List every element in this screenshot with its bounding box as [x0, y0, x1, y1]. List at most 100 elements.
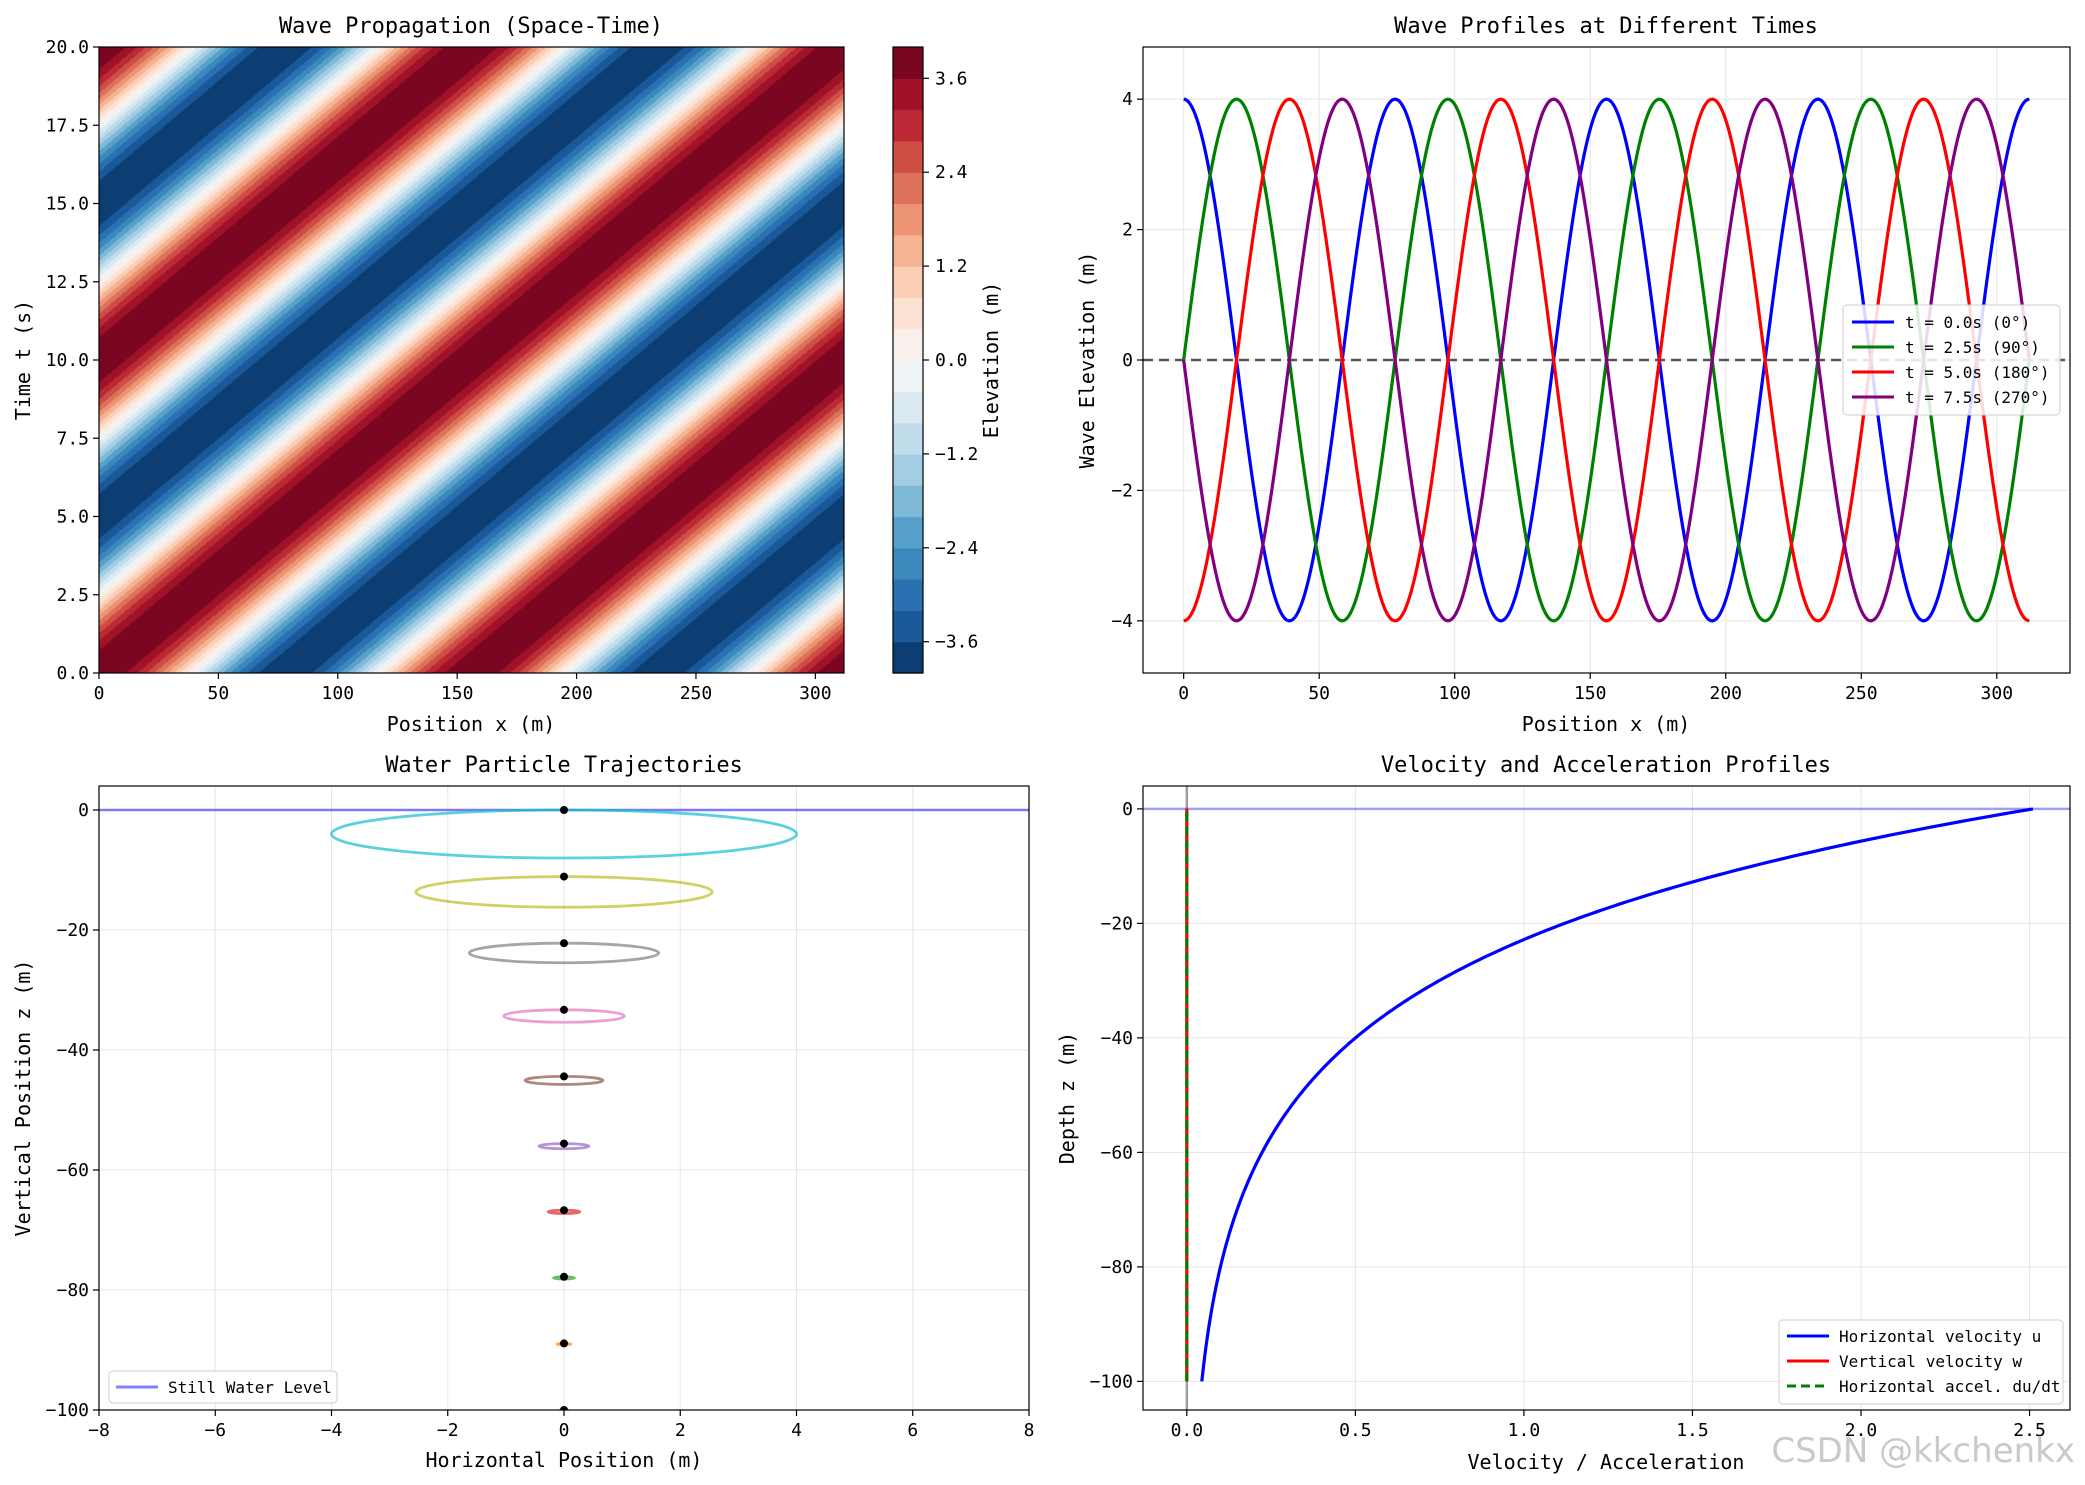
colorbar-segment — [893, 391, 923, 424]
colorbar-tick-label: 3.6 — [935, 68, 968, 89]
colorbar-segment — [893, 641, 923, 674]
colorbar-tick-label: 2.4 — [935, 162, 968, 183]
velocity-legend-box — [1778, 1319, 2064, 1405]
colorbar: −3.6 −2.4 −1.2 0.0 1.2 2.4 3.6 — [892, 46, 978, 674]
colorbar-segment — [893, 328, 923, 361]
wave-series-line — [1183, 97, 2030, 623]
trajectory-y-tick-label: −40 — [56, 1040, 89, 1061]
particle-marker — [560, 1339, 568, 1348]
particle-marker — [560, 872, 568, 881]
wave-x-tick-label: 300 — [1981, 683, 2014, 704]
trajectory-y-tick-label: −60 — [56, 1160, 89, 1181]
wave-y-label: Wave Elevation (m) — [1075, 252, 1099, 469]
trajectory-x-tick-label: −8 — [88, 1420, 110, 1441]
trajectory-y-tick-label: −80 — [56, 1280, 89, 1301]
wave-x-label: Position x (m) — [1522, 712, 1691, 736]
colorbar-segment — [893, 610, 923, 643]
heatmap-x-tick-label: 0 — [94, 683, 105, 704]
trajectory-orbits — [99, 806, 1029, 1410]
colorbar-segment — [893, 547, 923, 580]
velocity-y-label: Depth z (m) — [1055, 1032, 1079, 1164]
trajectory-x-tick-label: −6 — [204, 1420, 226, 1441]
velocity-y-tick-label: 0 — [1122, 799, 1133, 820]
velocity-x-tick-label: 2.0 — [1845, 1420, 1878, 1441]
velocity-x-label: Velocity / Acceleration — [1468, 1450, 1745, 1474]
wave-y-tick-label: 4 — [1122, 89, 1133, 110]
trajectory-y-tick-label: −100 — [46, 1400, 89, 1421]
wave-legend-label: t = 0.0s (0°) — [1905, 313, 2030, 332]
velocity-legend-label: Vertical velocity w — [1839, 1352, 2022, 1371]
trajectory-title: Water Particle Trajectories — [385, 753, 743, 778]
particle-marker — [560, 1272, 568, 1281]
particle-marker — [560, 1072, 568, 1081]
velocity-x-tick-label: 2.5 — [2013, 1420, 2046, 1441]
watermark: CSDN @kkchenkx — [1771, 1431, 2075, 1471]
colorbar-tick-label: 1.2 — [935, 256, 968, 277]
velocity-y-tick-label: −60 — [1100, 1142, 1133, 1163]
trajectory-y-ticks: −100 −80 −60 −40 −20 0 — [46, 800, 99, 1421]
wave-x-tick-label: 50 — [1308, 683, 1330, 704]
wave-series-line — [1182, 97, 2031, 623]
trajectory-x-tick-label: 0 — [559, 1420, 570, 1441]
colorbar-segment — [893, 172, 923, 205]
colorbar-segment — [893, 140, 923, 173]
colorbar-tick-label: −2.4 — [935, 538, 978, 559]
particle-marker — [560, 1406, 568, 1410]
trajectory-x-tick-label: 2 — [675, 1420, 686, 1441]
velocity-grid — [1143, 786, 2070, 1410]
heatmap-x-tick-label: 50 — [208, 683, 230, 704]
particle-marker — [560, 1206, 568, 1215]
heatmap-y-tick-label: 5.0 — [56, 507, 89, 528]
wave-legend-label: t = 5.0s (180°) — [1905, 363, 2050, 382]
heatmap-y-tick-label: 10.0 — [46, 350, 89, 371]
heatmap-image — [99, 47, 844, 673]
colorbar-tick-label: −1.2 — [935, 444, 978, 465]
velocity-legend-label: Horizontal accel. du/dt — [1839, 1377, 2061, 1396]
wave-legend-label: t = 2.5s (90°) — [1905, 338, 2040, 357]
wave-x-tick-label: 200 — [1710, 683, 1743, 704]
trajectory-x-tick-label: 4 — [791, 1420, 802, 1441]
heatmap-y-ticks: 0.0 2.5 5.0 7.5 10.0 12.5 15.0 17.5 20.0 — [46, 37, 99, 684]
heatmap-x-tick-label: 200 — [560, 683, 593, 704]
colorbar-segment — [893, 579, 923, 611]
heatmap-title: Wave Propagation (Space-Time) — [279, 14, 663, 39]
heatmap-y-tick-label: 0.0 — [56, 663, 89, 684]
particle-marker — [560, 1139, 568, 1148]
velocity-y-tick-label: −20 — [1100, 913, 1133, 934]
colorbar-segment — [893, 453, 923, 486]
colorbar-tick-label: −3.6 — [935, 632, 978, 653]
heatmap-x-tick-label: 300 — [799, 683, 832, 704]
colorbar-tick-label: 0.0 — [935, 350, 968, 371]
wave-y-tick-label: −4 — [1111, 611, 1133, 632]
colorbar-segment — [893, 47, 923, 79]
trajectory-legend-label: Still Water Level — [168, 1378, 332, 1397]
trajectory-x-tick-label: 8 — [1024, 1420, 1035, 1441]
velocity-frame — [1142, 785, 2071, 1411]
colorbar-segment — [893, 516, 923, 549]
heatmap-area — [99, 47, 844, 673]
velocity-x-ticks: 0.0 0.5 1.0 1.5 2.0 2.5 — [1171, 1410, 2046, 1441]
heatmap-y-tick-label: 17.5 — [46, 115, 89, 136]
panel-wave-profiles: 0 50 100 150 200 250 300 −4 −2 0 2 4 Wave Profiles… — [1075, 14, 2071, 736]
heatmap-y-tick-label: 7.5 — [56, 428, 89, 449]
heatmap-x-tick-label: 100 — [322, 683, 355, 704]
colorbar-label: Elevation (m) — [979, 282, 1003, 439]
panel-space-time: 0 50 100 150 200 250 300 0.0 2.5 5.0 7.5 10.0 12.5 1… — [11, 14, 1003, 736]
wave-x-tick-label: 0 — [1178, 683, 1189, 704]
colorbar-segment — [893, 203, 923, 236]
wave-x-tick-label: 250 — [1845, 683, 1878, 704]
velocity-y-ticks: −100 −80 −60 −40 −20 0 — [1090, 799, 1143, 1392]
velocity-legend-label: Horizontal velocity u — [1839, 1327, 2041, 1346]
wave-y-tick-label: 2 — [1122, 220, 1133, 241]
trajectory-x-tick-label: −4 — [321, 1420, 343, 1441]
horizontal-velocity-line — [1200, 807, 2034, 1382]
heatmap-x-ticks: 0 50 100 150 200 250 300 — [94, 673, 832, 704]
colorbar-segment — [893, 422, 923, 455]
panel-velocity-profiles: 0.0 0.5 1.0 1.5 2.0 2.5 −100 −80 −60 −40 −20 0 Vel… — [1055, 753, 2071, 1474]
heatmap-y-tick-label: 15.0 — [46, 194, 89, 215]
heatmap-y-tick-label: 12.5 — [46, 272, 89, 293]
velocity-y-tick-label: −40 — [1100, 1028, 1133, 1049]
wave-legend-box — [1842, 304, 2061, 416]
velocity-x-tick-label: 0.5 — [1339, 1420, 1372, 1441]
